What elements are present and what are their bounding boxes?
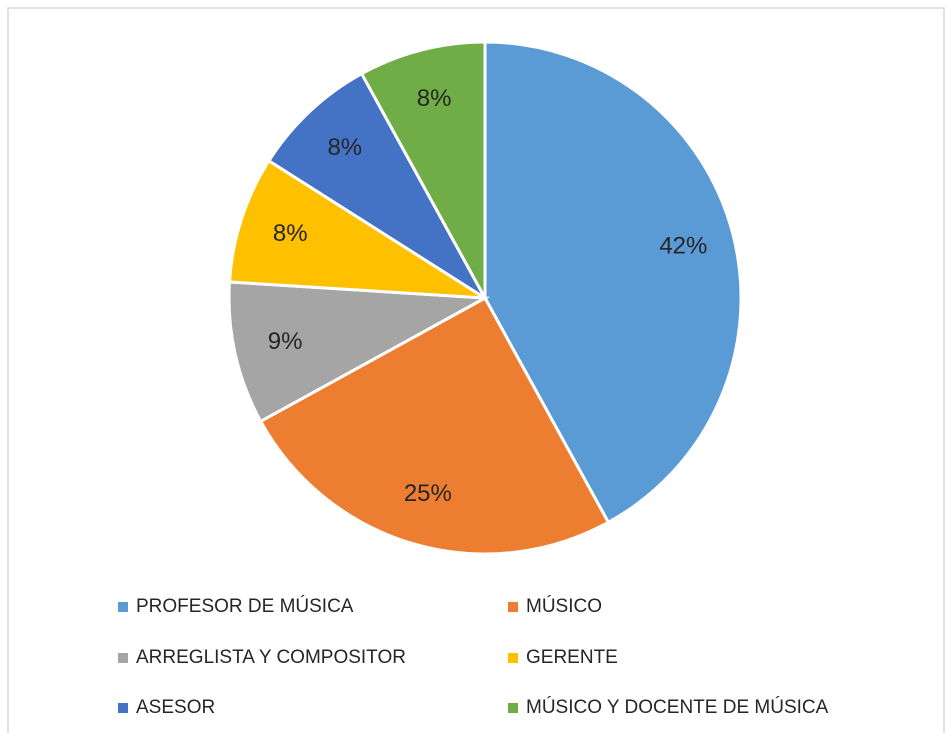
pie-slice xyxy=(227,158,486,300)
data-label: 8% xyxy=(417,85,452,112)
legend-label: MÚSICO xyxy=(526,595,602,617)
data-label: 8% xyxy=(327,134,362,161)
pie-slice xyxy=(258,295,611,556)
legend-marker xyxy=(118,602,128,612)
legend-label: ASESOR xyxy=(136,697,215,718)
pie-slice xyxy=(483,40,743,525)
legend-label: ARREGLISTA Y COMPOSITOR xyxy=(136,647,406,668)
legend-label: PROFESOR DE MÚSICA xyxy=(136,595,354,617)
legend-marker xyxy=(508,703,518,713)
data-label: 25% xyxy=(404,480,452,507)
data-label: 8% xyxy=(273,220,308,247)
pie-slice xyxy=(266,71,487,300)
pie-slice xyxy=(359,40,487,299)
legend-marker xyxy=(118,703,128,713)
legend-marker xyxy=(118,653,128,663)
data-label: 9% xyxy=(268,328,303,355)
legend-label: GERENTE xyxy=(526,647,618,668)
pie-slice xyxy=(227,280,491,424)
legend-marker xyxy=(508,602,518,612)
data-label: 42% xyxy=(659,232,707,259)
legend-marker xyxy=(508,653,518,663)
chart-frame xyxy=(7,7,945,733)
legend-label: MÚSICO Y DOCENTE DE MÚSICA xyxy=(526,696,829,718)
